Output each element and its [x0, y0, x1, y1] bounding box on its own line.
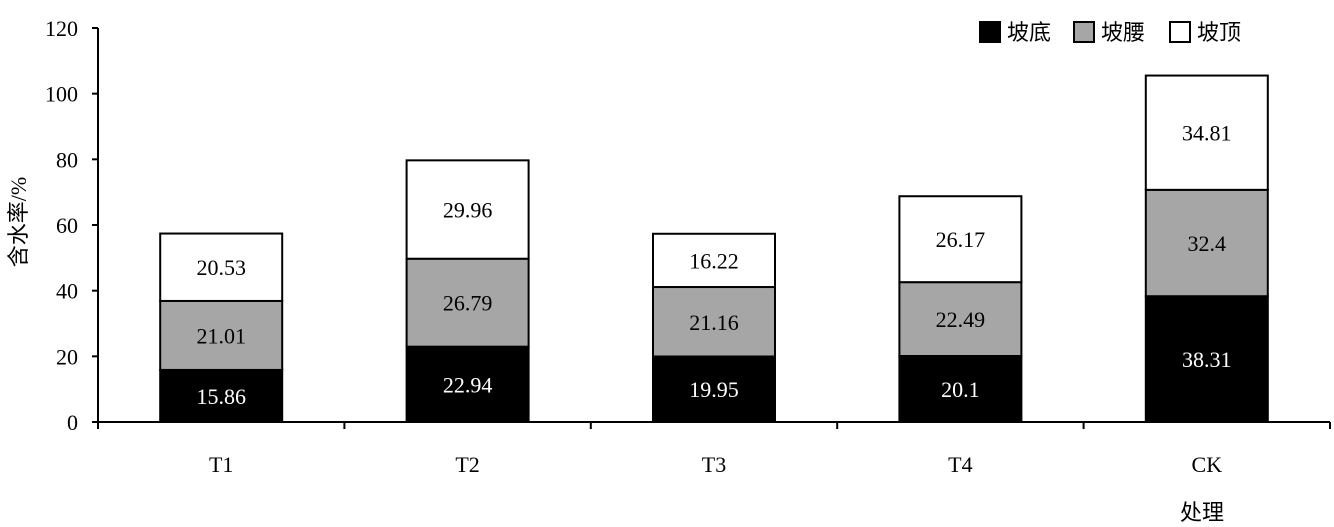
legend-label: 坡顶 — [1197, 20, 1241, 45]
legend-label: 坡腰 — [1101, 20, 1145, 45]
y-tick-label: 0 — [67, 410, 78, 435]
data-label: 26.79 — [443, 291, 493, 316]
data-label: 38.31 — [1182, 347, 1232, 372]
x-tick-label: T4 — [948, 452, 972, 477]
bar-segment — [898, 195, 1023, 284]
bar-segment — [159, 232, 284, 302]
data-label: 22.94 — [443, 372, 493, 397]
bar-segment — [405, 159, 530, 260]
y-axis-title: 含水率/% — [6, 177, 31, 267]
axes: 0 20 40 60 80 100 120 T1 T2 T3 T4 CK — [45, 16, 1331, 477]
legend-label: 坡底 — [1007, 20, 1051, 45]
bar-segment — [405, 345, 530, 423]
y-tick-label: 20 — [56, 344, 78, 369]
y-tick-label: 40 — [56, 279, 78, 304]
legend-swatch — [1073, 21, 1095, 43]
y-tick-label: 100 — [45, 82, 78, 107]
x-tick-label: T2 — [455, 452, 479, 477]
bars: 15.86 21.01 20.53 22.94 26.79 29.96 19.95 21.16… — [159, 74, 1269, 424]
legend-swatch — [1169, 21, 1191, 43]
data-label: 22.49 — [936, 307, 986, 332]
data-label: 21.01 — [196, 323, 246, 348]
bar-segment — [898, 281, 1023, 358]
data-label: 19.95 — [689, 377, 739, 402]
legend-swatch — [979, 21, 1001, 43]
data-label: 15.86 — [196, 384, 246, 409]
bar-segment — [898, 355, 1023, 424]
x-tick-label: T1 — [209, 452, 233, 477]
data-label: 21.16 — [689, 310, 739, 335]
y-tick-label: 80 — [56, 147, 78, 172]
bar-segment — [1144, 74, 1269, 191]
x-tick-label: T3 — [702, 452, 726, 477]
data-label: 29.96 — [443, 198, 493, 223]
data-label: 34.81 — [1182, 121, 1232, 146]
data-label: 26.17 — [936, 227, 986, 252]
x-axis-title: 处理 — [1180, 500, 1224, 525]
data-label: 16.22 — [689, 248, 739, 273]
data-label: 20.53 — [196, 255, 246, 280]
bar-segment — [159, 299, 284, 371]
bar-segment — [159, 368, 284, 423]
data-label: 32.4 — [1188, 231, 1227, 256]
bar-segment — [405, 257, 530, 348]
bar-segment — [652, 286, 776, 358]
y-tick-label: 120 — [45, 16, 78, 41]
data-label: 20.1 — [941, 377, 980, 402]
bar-segment — [652, 232, 776, 289]
x-tick-label: CK — [1192, 452, 1223, 477]
legend: 坡底 坡腰 坡顶 — [979, 20, 1241, 45]
y-tick-label: 60 — [56, 213, 78, 238]
